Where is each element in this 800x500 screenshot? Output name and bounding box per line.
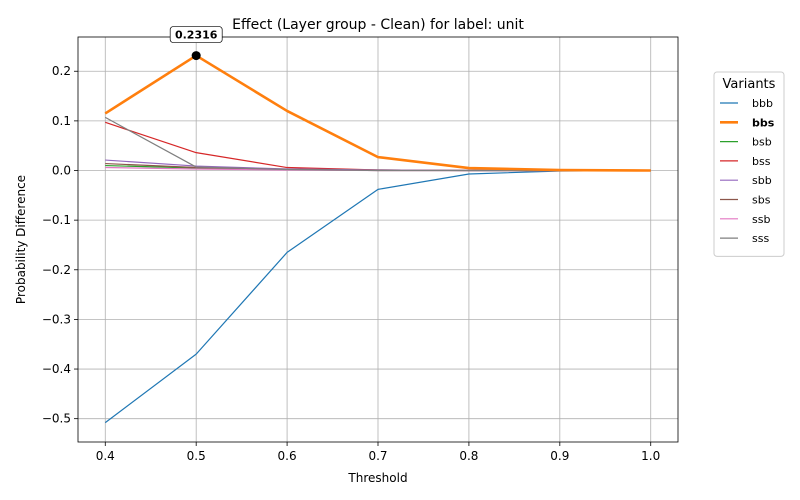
y-tick-label: 0.1 (52, 114, 71, 128)
plot-frame (77, 36, 679, 443)
legend-entry-bbs: bbs (752, 116, 775, 129)
x-tick-label: 0.9 (550, 449, 569, 463)
y-tick-label: −0.4 (42, 362, 71, 376)
legend-entry-bsb: bsb (752, 136, 772, 149)
y-axis-label: Probability Difference (14, 175, 28, 304)
legend-entry-bbb: bbb (752, 97, 773, 110)
x-axis-label: Threshold (347, 471, 407, 485)
y-tick-label: 0.0 (52, 164, 71, 178)
x-tick-label: 0.7 (368, 449, 387, 463)
legend-entry-ssb: ssb (752, 213, 770, 226)
x-tick-label: 0.4 (96, 449, 115, 463)
annotation-box (169, 26, 223, 43)
legend-frame (713, 71, 785, 257)
legend-entry-sbb: sbb (752, 174, 772, 187)
series-lines (104, 54, 651, 424)
x-tick-label: 1.0 (641, 449, 660, 463)
x-tick-label: 0.8 (459, 449, 478, 463)
x-tick-label: 0.6 (278, 449, 297, 463)
y-tick-label: −0.2 (42, 263, 71, 277)
y-tick-label: −0.1 (42, 213, 71, 227)
axes: 0.4 0.5 0.6 0.7 0.8 0.9 1.0 −0.5 −0.4 −0.3 −0.2 −0.… (42, 36, 679, 463)
legend-entry-sbs: sbs (752, 194, 771, 207)
y-tick-label: −0.5 (42, 412, 71, 426)
chart-title: Effect (Layer group - Clean) for label: … (232, 17, 524, 33)
peak-annotation: 0.2316 (169, 26, 223, 61)
legend-entry-bss: bss (752, 155, 771, 168)
grid (78, 37, 678, 442)
x-tick-label: 0.5 (187, 449, 206, 463)
y-tick-label: −0.3 (42, 312, 71, 326)
annotation-marker (191, 51, 201, 61)
y-tick-label: 0.2 (52, 64, 71, 78)
legend-title: Variants (723, 77, 776, 92)
legend-entry-sss: sss (752, 232, 769, 245)
legend: Variants bbb bbs bsb bss sbb sbs ssb sss (713, 71, 785, 257)
annotation-label: 0.2316 (175, 29, 218, 42)
